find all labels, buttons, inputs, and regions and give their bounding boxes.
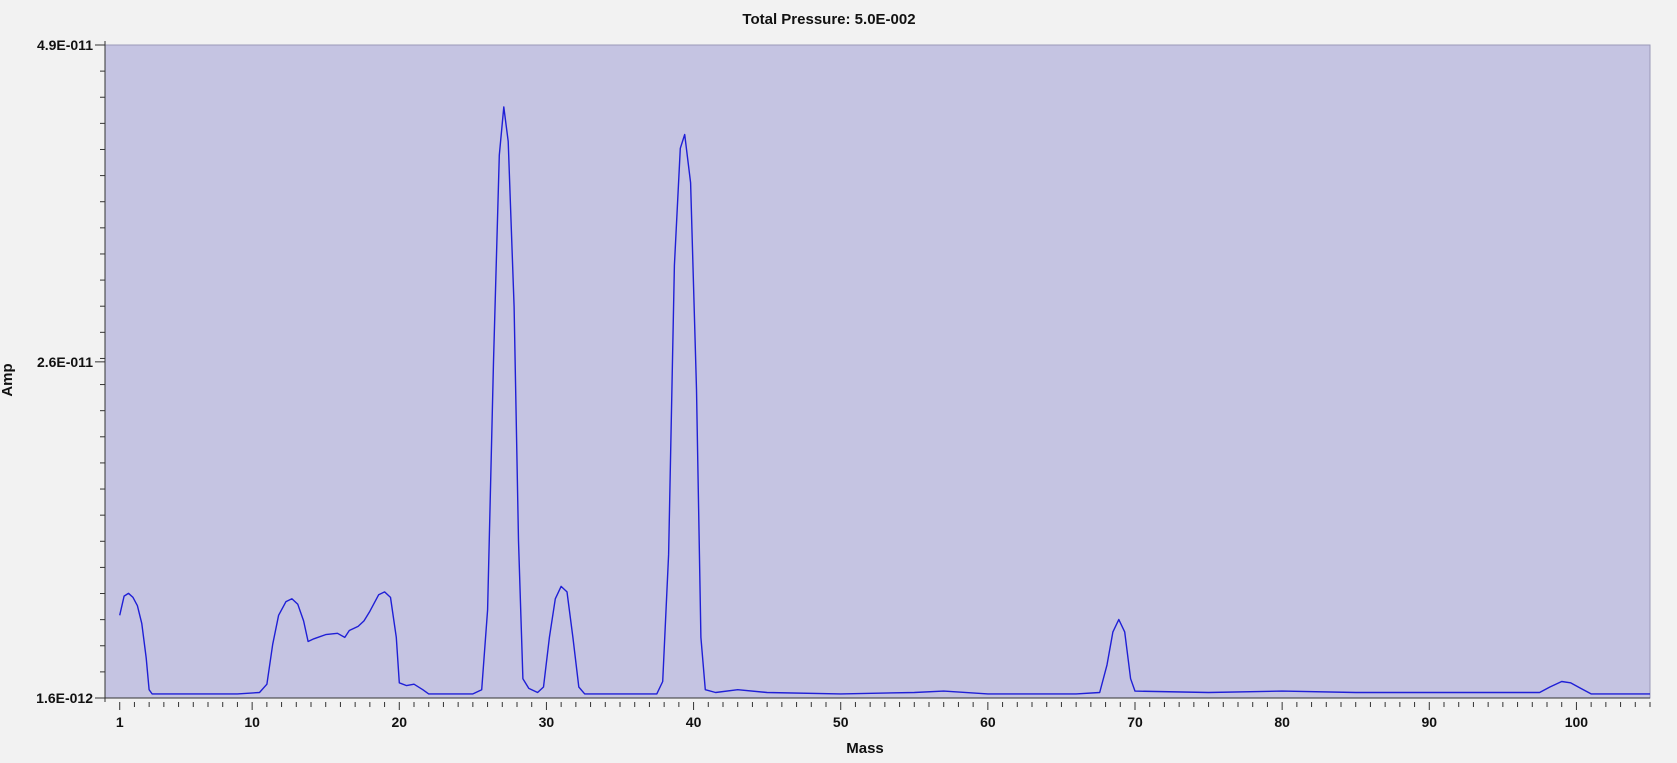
x-axis-ticks: 1 10 20 30 40 50 60 70 80 90 100 — [116, 702, 1651, 730]
chart-title: Total Pressure: 5.0E-002 — [742, 11, 915, 28]
x-tick-label: 20 — [391, 714, 407, 730]
x-tick-label: 100 — [1565, 714, 1589, 730]
x-tick-label: 90 — [1421, 714, 1437, 730]
x-tick-label: 30 — [539, 714, 555, 730]
series-layer — [119, 106, 1650, 695]
x-axis-label: Mass — [846, 740, 884, 757]
x-tick-label: 70 — [1127, 714, 1143, 730]
x-tick-label: 60 — [980, 714, 996, 730]
series-line-0 — [119, 106, 1650, 695]
y-axis-ticks: 4.9E-011 2.6E-011 1.6E-012 — [36, 37, 105, 706]
y-axis-label: Amp — [0, 363, 16, 396]
x-tick-label: 10 — [244, 714, 260, 730]
y-tick-label: 2.6E-011 — [37, 354, 93, 370]
x-tick-label: 1 — [116, 714, 124, 730]
y-tick-label: 1.6E-012 — [36, 690, 93, 706]
plot-area — [101, 41, 1651, 702]
y-tick-label: 4.9E-011 — [37, 37, 93, 53]
x-tick-label: 40 — [686, 714, 702, 730]
plot-background — [104, 44, 1651, 699]
x-tick-label: 50 — [833, 714, 849, 730]
x-tick-label: 80 — [1274, 714, 1290, 730]
